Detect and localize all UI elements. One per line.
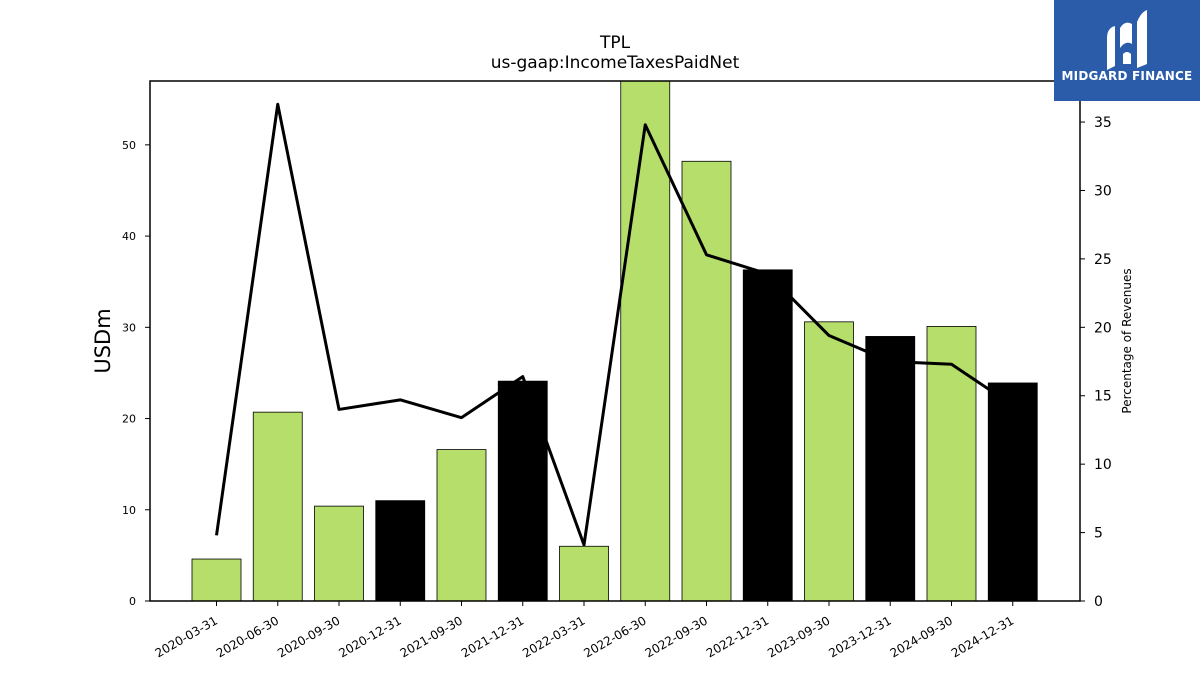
bar: [497, 380, 548, 602]
y-tick-label: 10: [122, 504, 136, 517]
y-tick-label: 0: [129, 595, 136, 608]
x-tick-label: 2022-09-30: [643, 613, 710, 660]
y-axis-right: 0 5 10 15 20 25 30 35: [1080, 115, 1112, 610]
midgard-logo-icon: [1107, 10, 1147, 70]
bar: [252, 411, 303, 602]
y2-axis-label: Percentage of Revenues: [1120, 268, 1134, 413]
bars-layer: [191, 80, 1038, 602]
brand-logo: MIDGARD FINANCE: [1054, 0, 1200, 101]
y2-tick-label: 15: [1094, 389, 1112, 405]
chart-title: TPL: [599, 33, 631, 53]
x-tick-label: 2023-12-31: [826, 613, 893, 660]
x-tick-label: 2020-06-30: [214, 613, 281, 660]
bar: [926, 326, 977, 602]
x-tick-label: 2020-09-30: [275, 613, 342, 660]
x-tick-label: 2024-12-31: [949, 613, 1016, 660]
y2-tick-label: 30: [1094, 183, 1112, 199]
x-axis: 2020-03-312020-06-302020-09-302020-12-31…: [153, 601, 1016, 660]
y-tick-label: 50: [122, 139, 136, 152]
y2-tick-label: 0: [1094, 594, 1103, 610]
y2-tick-label: 5: [1094, 526, 1103, 542]
line-layer: [215, 102, 1014, 547]
y-tick-label: 40: [122, 230, 136, 243]
y2-tick-label: 20: [1094, 320, 1112, 336]
bar: [375, 500, 426, 602]
bar: [681, 160, 732, 602]
bar: [742, 269, 793, 602]
y-tick-label: 20: [122, 413, 136, 426]
y-axis-left: 0 10 20 30 40 50: [122, 139, 150, 608]
x-tick-label: 2022-06-30: [581, 613, 648, 660]
bar: [804, 321, 854, 602]
chart-subtitle: us-gaap:IncomeTaxesPaidNet: [491, 53, 740, 73]
y2-tick-label: 35: [1094, 115, 1112, 131]
y-axis-label: USDm: [91, 308, 115, 373]
y-tick-label: 30: [122, 321, 136, 334]
bar: [987, 382, 1038, 602]
plot-frame: [149, 80, 1081, 602]
x-tick-label: 2020-03-31: [153, 613, 220, 660]
y2-tick-label: 10: [1094, 457, 1112, 473]
y2-tick-label: 25: [1094, 252, 1112, 268]
bar: [191, 558, 242, 602]
x-tick-label: 2024-09-30: [888, 613, 955, 660]
series-line: [215, 102, 1014, 547]
bar: [865, 336, 916, 602]
x-tick-label: 2021-12-31: [459, 613, 526, 660]
bar: [620, 80, 671, 602]
bar: [436, 449, 487, 602]
x-tick-label: 2023-09-30: [765, 613, 832, 660]
x-tick-label: 2022-03-31: [520, 613, 587, 660]
x-tick-label: 2020-12-31: [336, 613, 403, 660]
x-tick-label: 2022-12-31: [704, 613, 771, 660]
bar: [559, 545, 609, 602]
logo-text: MIDGARD FINANCE: [1061, 69, 1193, 83]
bar: [314, 505, 364, 602]
x-tick-label: 2021-09-30: [398, 613, 465, 660]
